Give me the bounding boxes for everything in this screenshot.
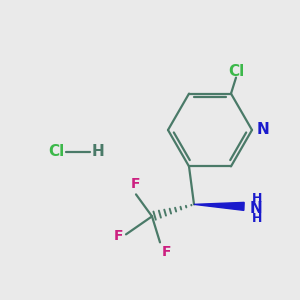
Text: F: F bbox=[162, 245, 172, 260]
Text: N: N bbox=[250, 201, 263, 216]
Text: F: F bbox=[113, 230, 123, 243]
Text: Cl: Cl bbox=[228, 64, 244, 79]
Text: H: H bbox=[92, 145, 105, 160]
Text: Cl: Cl bbox=[48, 145, 64, 160]
Polygon shape bbox=[194, 202, 244, 210]
Text: H: H bbox=[252, 192, 262, 205]
Text: H: H bbox=[252, 212, 262, 225]
Text: F: F bbox=[131, 177, 141, 191]
Text: N: N bbox=[257, 122, 270, 137]
